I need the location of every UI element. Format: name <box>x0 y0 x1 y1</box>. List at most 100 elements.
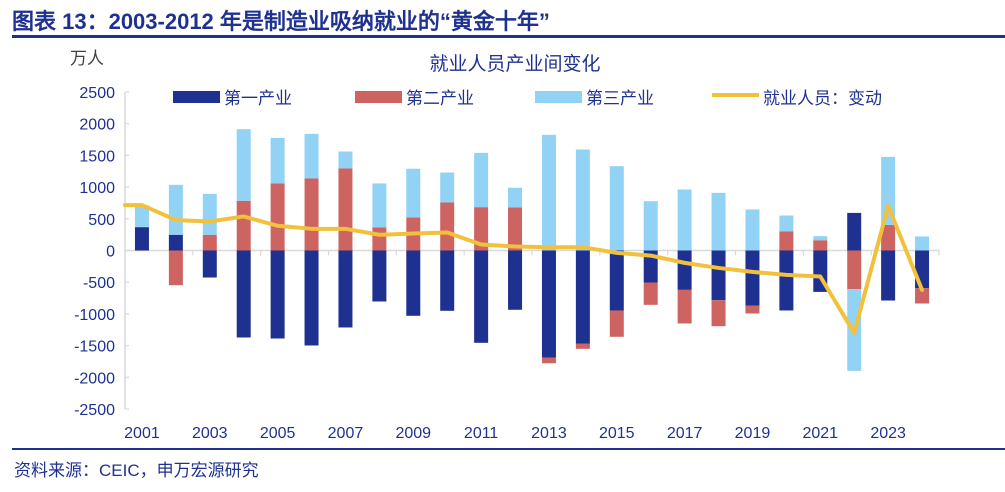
footer-divider <box>12 448 1005 450</box>
y-tick-label: 2500 <box>79 85 115 102</box>
legend-label-3: 第三产业 <box>586 89 654 108</box>
x-tick-label: 2019 <box>735 425 771 442</box>
y-tick-label: 500 <box>88 212 115 229</box>
bar-primary-2015 <box>609 250 624 311</box>
bar-tertiary-2018 <box>711 192 726 251</box>
bar-secondary-2017 <box>677 289 692 324</box>
bar-tertiary-2010 <box>440 172 455 203</box>
bar-secondary-2021 <box>813 240 828 251</box>
bar-secondary-2019 <box>745 305 760 314</box>
bar-secondary-2008 <box>372 227 387 251</box>
bar-tertiary-2017 <box>677 189 692 251</box>
bar-tertiary-2008 <box>372 183 387 228</box>
legend-swatch-3 <box>535 91 582 103</box>
x-tick-label: 2011 <box>464 425 499 442</box>
chart-title: 就业人员产业间变化 <box>429 53 600 75</box>
bar-primary-2008 <box>372 250 387 302</box>
bar-primary-2014 <box>575 250 590 344</box>
bar-tertiary-2021 <box>813 236 828 241</box>
bar-tertiary-2019 <box>745 209 760 251</box>
y-axis-unit-label: 万人 <box>70 49 104 68</box>
bar-secondary-2011 <box>474 207 489 251</box>
x-tick-label: 2001 <box>124 425 160 442</box>
y-tick-label: 0 <box>106 244 115 261</box>
y-tick-label: 1500 <box>79 148 115 165</box>
bar-secondary-2002 <box>168 250 183 286</box>
bar-primary-2023 <box>881 250 896 301</box>
bar-primary-2018 <box>711 250 726 301</box>
bar-tertiary-2013 <box>541 134 556 251</box>
legend-label-1: 第一产业 <box>224 89 292 108</box>
bar-primary-2007 <box>338 250 353 328</box>
legend-swatch-2 <box>355 91 402 103</box>
bar-tertiary-2015 <box>609 166 624 251</box>
bar-secondary-2010 <box>440 202 455 251</box>
bar-secondary-2020 <box>779 231 794 251</box>
x-tick-label: 2013 <box>531 425 567 442</box>
bar-secondary-2016 <box>643 282 658 305</box>
bar-tertiary-2012 <box>508 187 523 208</box>
y-tick-label: -2000 <box>74 370 115 387</box>
bar-primary-2002 <box>168 234 183 251</box>
bar-secondary-2003 <box>202 234 217 251</box>
bar-tertiary-2014 <box>575 149 590 251</box>
x-tick-label: 2015 <box>599 425 635 442</box>
legend: 第一产业 第二产业 第三产业 就业人员：变动 <box>173 89 882 108</box>
x-tick-label: 2021 <box>802 425 838 442</box>
bar-secondary-2014 <box>575 343 590 349</box>
bar-primary-2016 <box>643 250 658 283</box>
bar-tertiary-2001 <box>134 205 149 227</box>
x-axis: 2001 2003 2005 2007 2009 2011 2013 2015 2017 2019… <box>124 249 940 442</box>
x-tick-label: 2005 <box>260 425 296 442</box>
bar-secondary-2024 <box>915 288 930 304</box>
bar-tertiary-2007 <box>338 151 353 169</box>
legend-label-2: 第二产业 <box>406 89 474 108</box>
bar-secondary-2022 <box>847 250 862 290</box>
bar-secondary-2013 <box>541 357 556 364</box>
bar-primary-2020 <box>779 250 794 311</box>
bar-tertiary-2005 <box>270 137 285 184</box>
x-tick-label: 2023 <box>870 425 906 442</box>
bar-primary-2019 <box>745 250 760 306</box>
bar-primary-2005 <box>270 250 285 339</box>
line-series <box>123 203 925 335</box>
y-tick-label: -1000 <box>74 307 115 324</box>
bar-primary-2001 <box>134 227 149 251</box>
bar-tertiary-2020 <box>779 215 794 232</box>
bar-primary-2010 <box>440 250 455 311</box>
y-tick-label: -2500 <box>74 402 115 419</box>
legend-swatch-1 <box>173 91 220 103</box>
bar-primary-2017 <box>677 250 692 290</box>
bar-tertiary-2003 <box>202 193 217 235</box>
bar-primary-2004 <box>236 250 251 338</box>
bar-tertiary-2006 <box>304 133 319 179</box>
x-tick-label: 2009 <box>395 425 431 442</box>
bar-secondary-2004 <box>236 200 251 251</box>
bar-primary-2006 <box>304 250 319 346</box>
bar-secondary-2012 <box>508 207 523 251</box>
x-tick-label: 2007 <box>328 425 364 442</box>
x-tick-label: 2017 <box>667 425 703 442</box>
bar-secondary-2006 <box>304 178 319 251</box>
title-divider <box>12 35 1005 38</box>
bar-secondary-2015 <box>609 310 624 337</box>
figure-title: 图表 13：2003-2012 年是制造业吸纳就业的“黄金十年” <box>12 9 550 34</box>
bar-secondary-2007 <box>338 168 353 251</box>
legend-label-4: 就业人员：变动 <box>763 89 882 108</box>
y-tick-label: -1500 <box>74 339 115 356</box>
bar-tertiary-2009 <box>406 168 421 218</box>
bar-primary-2012 <box>508 250 523 310</box>
bar-tertiary-2004 <box>236 129 251 201</box>
bar-series <box>134 129 930 371</box>
y-axis: 2500 2000 1500 1000 500 0 -500 -1000 -1500 -2000 -… <box>74 85 129 419</box>
bar-primary-2011 <box>474 250 489 343</box>
source-note: 资料来源：CEIC，申万宏源研究 <box>14 461 259 480</box>
x-tick-label: 2003 <box>192 425 228 442</box>
bar-tertiary-2002 <box>168 184 183 235</box>
bar-tertiary-2016 <box>643 201 658 251</box>
bar-secondary-2023 <box>881 224 896 251</box>
bar-tertiary-2024 <box>915 236 930 251</box>
bar-secondary-2005 <box>270 183 285 251</box>
bar-secondary-2018 <box>711 300 726 327</box>
